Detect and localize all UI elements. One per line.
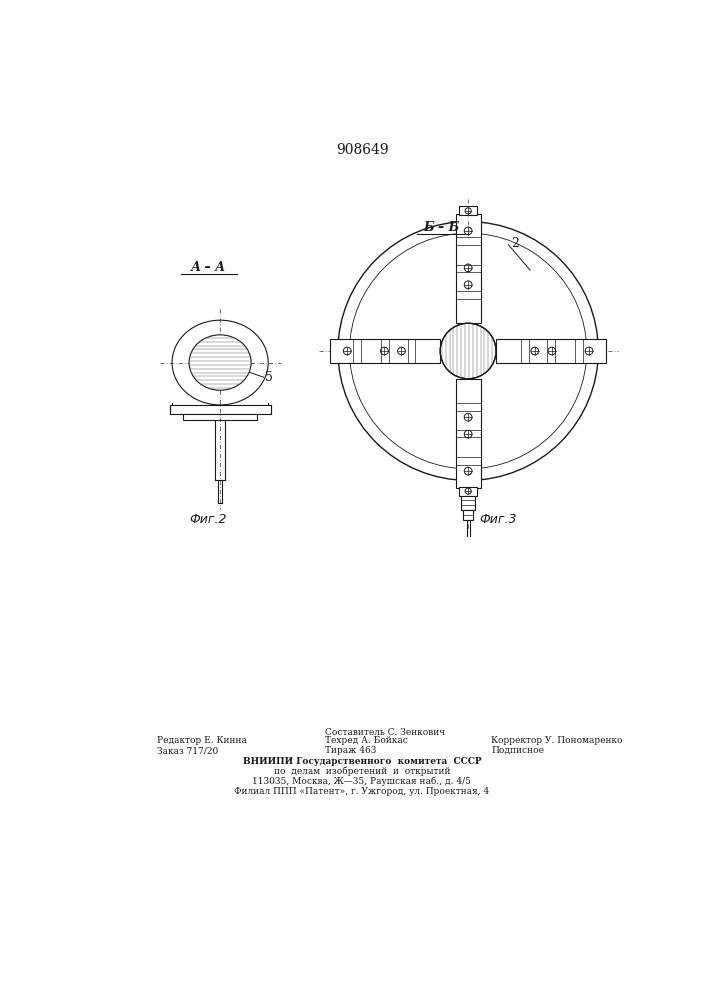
Text: Фиг.3: Фиг.3 xyxy=(480,513,518,526)
Text: 5: 5 xyxy=(265,371,273,384)
Text: Составитель С. Зенкович: Составитель С. Зенкович xyxy=(325,728,445,737)
Text: 113035, Москва, Ж—35, Раушская наб., д. 4/5: 113035, Москва, Ж—35, Раушская наб., д. … xyxy=(252,777,472,786)
Text: 908649: 908649 xyxy=(336,143,388,157)
Text: Корректор У. Пономаренко: Корректор У. Пономаренко xyxy=(491,736,623,745)
Bar xyxy=(456,214,481,323)
Text: по  делам  изобретений  и  открытий: по делам изобретений и открытий xyxy=(274,767,450,776)
Text: Тираж 463: Тираж 463 xyxy=(325,746,376,755)
Bar xyxy=(464,510,473,520)
Text: Филиал ППП «Патент», г. Ужгород, ул. Проектная, 4: Филиал ППП «Патент», г. Ужгород, ул. Про… xyxy=(234,787,489,796)
Text: ВНИИПИ Государственного  комитета  СССР: ВНИИПИ Государственного комитета СССР xyxy=(243,757,481,766)
Ellipse shape xyxy=(189,335,251,390)
Circle shape xyxy=(440,323,496,379)
Bar xyxy=(461,496,475,510)
Text: Заказ 717/20: Заказ 717/20 xyxy=(156,746,218,755)
Ellipse shape xyxy=(172,320,268,405)
Text: Редактор Е. Кинна: Редактор Е. Кинна xyxy=(156,736,247,745)
Text: Фиг.2: Фиг.2 xyxy=(189,513,227,526)
Bar xyxy=(496,339,606,363)
Text: Подписное: Подписное xyxy=(491,746,544,755)
Bar xyxy=(170,405,271,414)
Text: Техред А. Бойкас: Техред А. Бойкас xyxy=(325,736,408,745)
Bar xyxy=(456,379,481,488)
Text: А – А: А – А xyxy=(191,261,226,274)
Text: Б – Б: Б – Б xyxy=(423,221,459,234)
Bar xyxy=(459,206,477,215)
Bar xyxy=(330,339,440,363)
Bar xyxy=(459,487,477,496)
Bar xyxy=(183,414,257,420)
Text: 2: 2 xyxy=(510,237,519,250)
